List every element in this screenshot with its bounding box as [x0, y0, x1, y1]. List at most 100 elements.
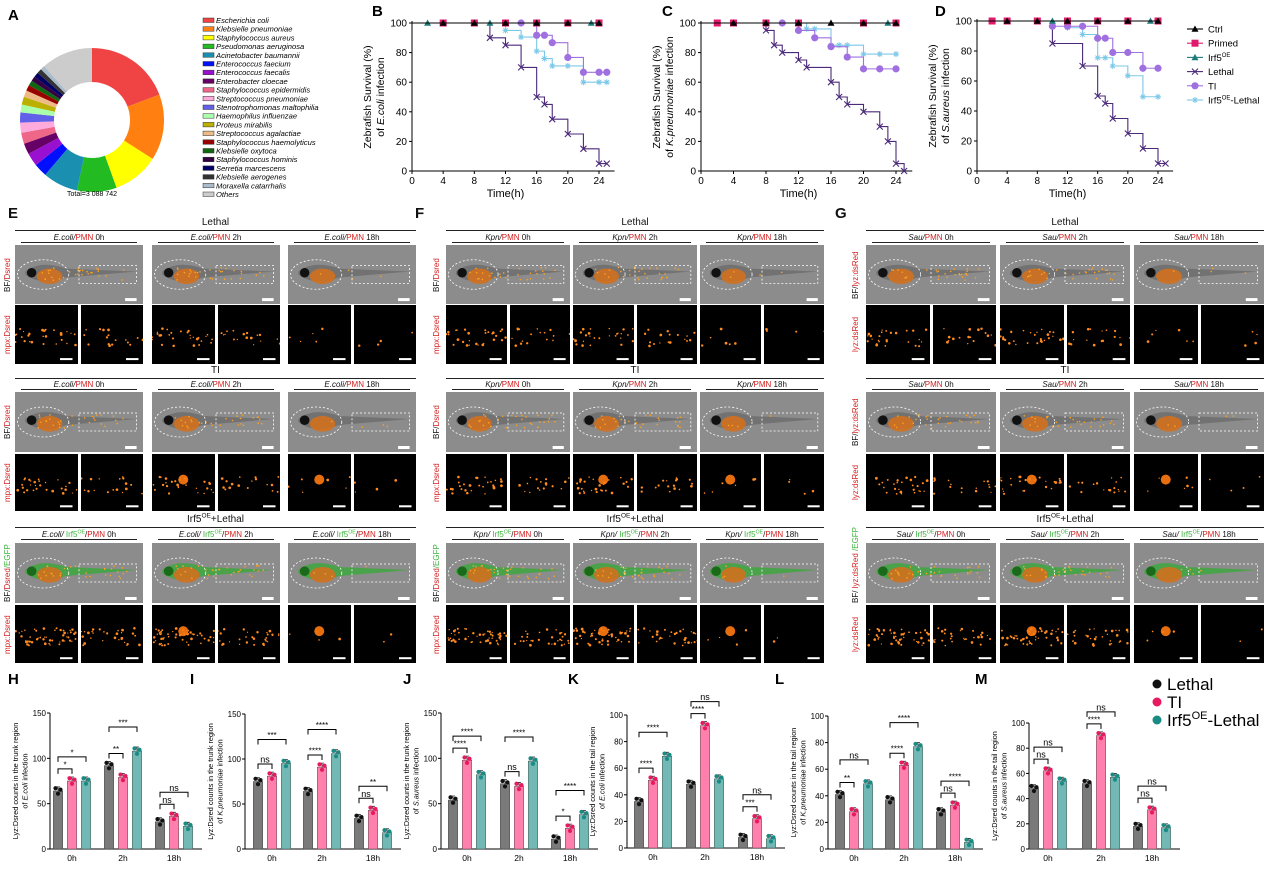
image-caption: Sau/ Irf5OE/PMN 18h: [1140, 530, 1258, 540]
circle-marker: [579, 68, 588, 76]
image-caption: Sau/PMN 0h: [872, 380, 990, 390]
fluorescence-image: [446, 605, 507, 663]
y-tick-label: 60: [614, 764, 623, 773]
y-tick-label: 0: [401, 167, 407, 178]
brightfield-image: [1134, 245, 1264, 304]
circle-marker: [827, 43, 835, 51]
bar: [1109, 776, 1120, 850]
brightfield-image: [15, 543, 143, 603]
data-point: [966, 842, 972, 848]
data-point: [904, 761, 909, 766]
brightfield-image: [152, 543, 280, 603]
x-marker: [564, 130, 572, 138]
significance-bracket: [1137, 785, 1167, 792]
side-label-brightfield: BF/Dsred/EGFP: [3, 544, 12, 602]
data-point: [109, 762, 114, 767]
data-point: [72, 777, 77, 782]
triangle-marker: [1003, 17, 1011, 24]
data-point: [322, 763, 327, 768]
significance-bracket: [1086, 723, 1102, 729]
legend-swatch: [202, 96, 215, 102]
donut-slice: [35, 143, 68, 175]
legend-label: Pseudomonas aeruginosa: [216, 42, 304, 51]
fluorescence-image: [866, 605, 930, 663]
image-caption: E.coli/PMN 0h: [21, 380, 137, 390]
bar-chart-h: 0 50 100 150 0h 2h 18h Lyz:Dsred counts in the …: [11, 709, 202, 863]
triangle-marker: [470, 19, 478, 26]
y-tick-label: 80: [815, 739, 824, 748]
legend-label: Irf5OE-Lethal: [1167, 710, 1259, 730]
y-tick-label: 20: [815, 818, 824, 827]
total-label: Total=3 088 742: [67, 191, 117, 198]
data-point: [899, 760, 904, 765]
y-tick-label: 100: [610, 711, 624, 720]
y-axis-title: Lyz:Dsred counts in the trunk region: [206, 723, 215, 840]
side-label-brightfield: BF/lyz:dsRed: [851, 251, 860, 299]
data-point: [752, 813, 757, 819]
y-tick-label: 80: [396, 48, 408, 59]
bar: [500, 783, 511, 850]
significance-label: ****: [309, 747, 321, 756]
legend-label: Others: [216, 190, 239, 199]
side-label-part: mpx:Dsred: [3, 614, 12, 654]
side-label-part: lyz:dsRed: [851, 316, 860, 352]
y-tick-label: 60: [1016, 769, 1025, 778]
legend-label: Irf5OE-Lethal: [1208, 96, 1259, 107]
circle-marker: [1191, 82, 1199, 90]
legend-swatch: [202, 87, 215, 93]
data-point: [553, 839, 559, 844]
significance-label: ****: [640, 760, 652, 769]
data-point: [1115, 773, 1120, 779]
significance-label: ns: [1147, 777, 1157, 787]
data-point: [851, 812, 857, 817]
y-tick-label: 50: [428, 800, 437, 809]
brightfield-image: [15, 245, 143, 304]
y-tick-label: 100: [679, 19, 696, 30]
asterisk-marker: [549, 62, 556, 69]
legend-label: Staphylococcus aureus: [216, 33, 295, 42]
panel-label-m: M: [975, 671, 988, 688]
x-marker: [1049, 40, 1056, 47]
x-marker: [770, 41, 778, 49]
image-caption: Kpn/PMN 0h: [452, 380, 564, 390]
y-axis-title: Lyz:Dsred counts in the tail region: [588, 727, 597, 837]
significance-bracket: [504, 736, 534, 742]
x-axis-title: Time(h): [1049, 188, 1086, 200]
x-marker: [835, 93, 843, 101]
legend-label: Staphylococcus haemolyticus: [216, 138, 316, 147]
x-tick-label: 8: [472, 176, 478, 187]
x-tick-label: 20: [1122, 176, 1134, 187]
data-point: [478, 775, 484, 780]
data-point: [743, 833, 748, 839]
asterisk-marker: [1079, 31, 1086, 38]
y-tick-label: 40: [961, 107, 973, 118]
asterisk-marker: [893, 51, 899, 58]
bar: [53, 790, 64, 850]
data-point: [373, 806, 378, 812]
data-point: [1057, 776, 1062, 781]
x-marker: [762, 27, 770, 34]
significance-label: ns: [1043, 738, 1053, 748]
significance-bracket: [1137, 797, 1153, 804]
fluorescence-image: [80, 605, 143, 663]
significance-label: ns: [752, 785, 762, 795]
circle-marker: [892, 65, 900, 73]
data-point: [667, 752, 672, 758]
legend-label: Staphylococcus hominis: [216, 155, 298, 164]
data-point: [1029, 783, 1034, 789]
bar: [686, 783, 697, 849]
image-caption: E.coli/ Irf5OE/PMN 2h: [158, 530, 274, 540]
triangle-marker: [595, 19, 603, 26]
y-axis-subtitle: of S.aureus infection: [1000, 753, 1009, 820]
fluorescence-image: [1066, 454, 1130, 511]
y-tick-label: 100: [955, 17, 972, 28]
x-tick-label: 18h: [563, 853, 577, 863]
x-marker: [603, 160, 611, 167]
data-point: [1166, 824, 1171, 829]
data-point: [570, 824, 575, 829]
fluorescence-image: [700, 305, 761, 364]
significance-label: ns: [700, 692, 710, 702]
legend-label: Primed: [1208, 39, 1238, 50]
data-point: [370, 810, 376, 816]
significance-bracket: [108, 726, 138, 732]
